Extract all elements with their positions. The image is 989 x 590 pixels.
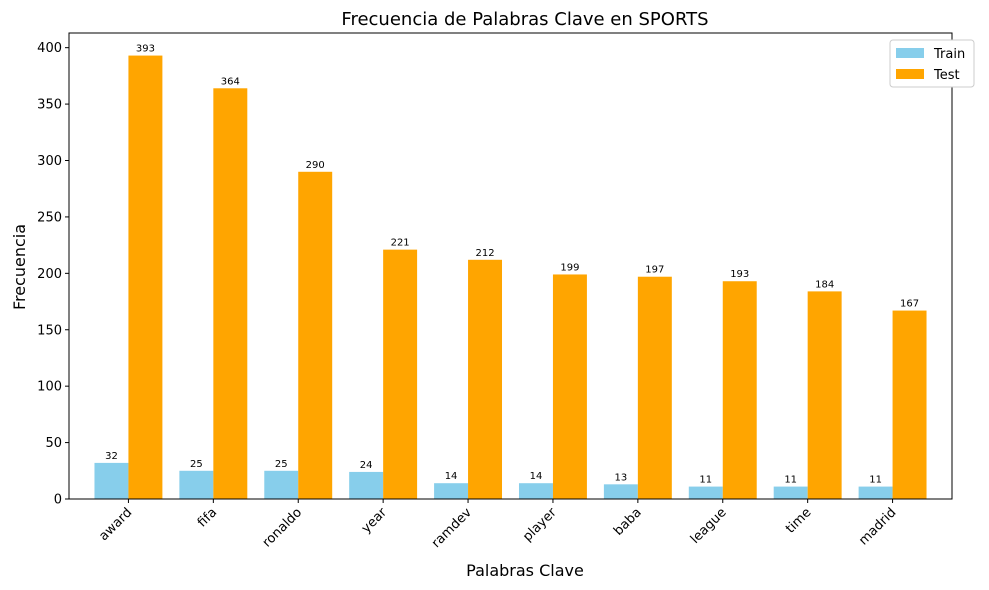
y-tick-label: 50 [45, 436, 62, 451]
value-label-test-year: 221 [391, 238, 410, 249]
legend-swatch-test [896, 69, 924, 79]
plot-frame [68, 32, 953, 500]
value-label-train-time: 11 [784, 475, 797, 486]
value-label-train-league: 11 [699, 475, 712, 486]
y-tick-label: 150 [37, 323, 62, 338]
legend-label-test: Test [933, 68, 960, 83]
value-label-test-player: 199 [560, 262, 579, 273]
y-tick-label: 400 [37, 41, 62, 56]
chart-title: Frecuencia de Palabras Clave en SPORTS [341, 9, 708, 30]
bar-train-fifa [179, 470, 214, 499]
bar-train-baba [603, 484, 638, 499]
x-tick-label-time: time [783, 505, 814, 536]
bar-train-league [688, 486, 723, 499]
bar-test-fifa [213, 88, 248, 499]
y-tick-label: 250 [37, 210, 62, 225]
value-label-train-award: 32 [105, 451, 118, 462]
legend-swatch-train [896, 48, 924, 58]
value-label-test-fifa: 364 [221, 76, 240, 87]
y-tick-label: 100 [37, 380, 62, 395]
y-tick-label: 350 [37, 98, 62, 113]
x-tick-label-fifa: fifa [195, 505, 220, 530]
value-label-test-ramdev: 212 [475, 248, 494, 259]
value-label-test-ronaldo: 290 [306, 160, 325, 171]
bar-test-madrid [892, 310, 927, 499]
legend-label-train: Train [933, 47, 965, 62]
bar-test-year [383, 249, 418, 499]
value-label-train-baba: 13 [615, 472, 628, 483]
y-tick-label: 200 [37, 267, 62, 282]
value-label-test-league: 193 [730, 269, 749, 280]
y-axis-label: Frecuencia [10, 224, 29, 310]
x-tick-label-baba: baba [611, 505, 645, 539]
x-tick-label-ramdev: ramdev [429, 505, 475, 551]
value-label-test-award: 393 [136, 44, 155, 55]
bar-test-player [552, 274, 587, 499]
value-label-train-fifa: 25 [190, 459, 203, 470]
bar-train-ronaldo [264, 470, 299, 499]
bar-test-ramdev [468, 259, 503, 499]
bar-train-year [349, 471, 384, 499]
value-label-test-madrid: 167 [900, 299, 919, 310]
value-label-test-baba: 197 [645, 265, 664, 276]
plot-area: 32 25 25 24 14 14 13 11 11 11 393 364 290 221 212 199 19… [37, 32, 953, 551]
value-label-train-year: 24 [360, 460, 373, 471]
bar-test-ronaldo [298, 171, 333, 500]
bar-train-player [518, 483, 553, 499]
value-label-test-time: 184 [815, 279, 834, 290]
x-tick-label-madrid: madrid [856, 505, 899, 548]
value-label-train-madrid: 11 [869, 475, 882, 486]
bar-test-award [128, 55, 163, 499]
bar-train-time [773, 486, 808, 499]
x-tick-label-player: player [520, 505, 560, 545]
bar-train-award [94, 462, 129, 499]
bar-test-league [722, 281, 757, 499]
y-tick-label: 300 [37, 154, 62, 169]
bar-test-time [807, 291, 842, 499]
bar-train-madrid [858, 486, 893, 499]
value-label-train-player: 14 [530, 471, 543, 482]
x-tick-label-award: award [96, 505, 135, 544]
bar-test-baba [637, 276, 672, 499]
x-tick-label-league: league [688, 505, 730, 547]
value-label-train-ramdev: 14 [445, 471, 458, 482]
y-tick-label: 0 [54, 493, 62, 508]
bar-train-ramdev [434, 483, 469, 499]
x-tick-label-year: year [359, 505, 391, 537]
x-tick-label-ronaldo: ronaldo [260, 505, 305, 550]
legend: Train Test [889, 39, 975, 88]
value-label-train-ronaldo: 25 [275, 459, 288, 470]
x-axis-label: Palabras Clave [466, 561, 584, 580]
